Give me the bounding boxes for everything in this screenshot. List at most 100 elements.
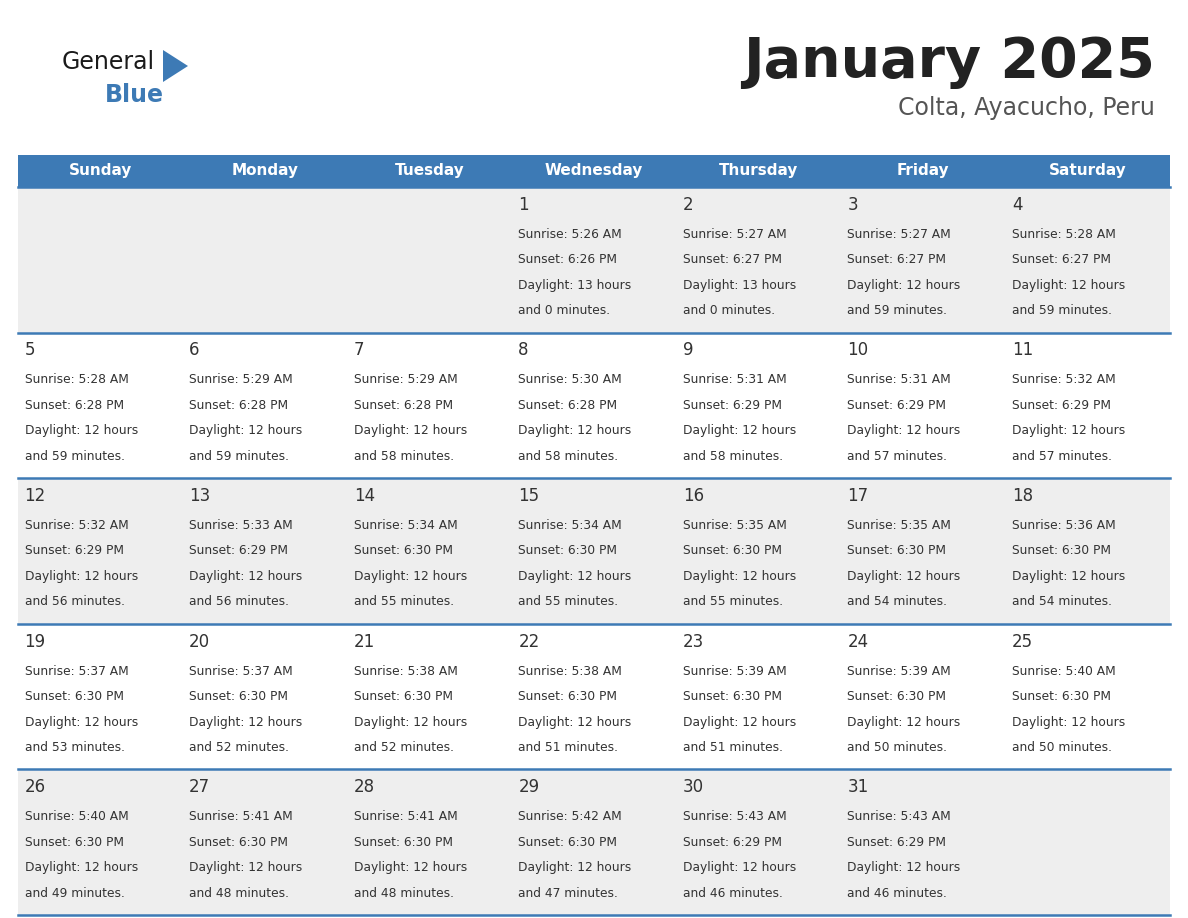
Bar — [841, 155, 1005, 187]
Text: 17: 17 — [847, 487, 868, 505]
Text: Sunrise: 5:29 AM: Sunrise: 5:29 AM — [354, 374, 457, 386]
Text: Sunrise: 5:30 AM: Sunrise: 5:30 AM — [518, 374, 623, 386]
Text: and 51 minutes.: and 51 minutes. — [683, 741, 783, 754]
Text: Sunset: 6:30 PM: Sunset: 6:30 PM — [847, 544, 947, 557]
Text: Sunset: 6:30 PM: Sunset: 6:30 PM — [683, 544, 782, 557]
Text: and 47 minutes.: and 47 minutes. — [518, 887, 618, 900]
Bar — [183, 155, 347, 187]
Text: Sunset: 6:30 PM: Sunset: 6:30 PM — [847, 690, 947, 703]
Bar — [18, 769, 1170, 915]
Text: Blue: Blue — [105, 83, 164, 107]
Text: Daylight: 12 hours: Daylight: 12 hours — [189, 861, 303, 874]
Text: Sunrise: 5:42 AM: Sunrise: 5:42 AM — [518, 811, 623, 823]
Text: and 59 minutes.: and 59 minutes. — [847, 304, 948, 318]
Bar — [18, 478, 1170, 624]
Text: 28: 28 — [354, 778, 375, 796]
Text: 26: 26 — [25, 778, 45, 796]
Text: 20: 20 — [189, 633, 210, 651]
Text: Sunrise: 5:34 AM: Sunrise: 5:34 AM — [354, 519, 457, 532]
Bar — [676, 155, 841, 187]
Text: Sunrise: 5:31 AM: Sunrise: 5:31 AM — [847, 374, 952, 386]
Text: Sunrise: 5:41 AM: Sunrise: 5:41 AM — [354, 811, 457, 823]
Text: Sunrise: 5:35 AM: Sunrise: 5:35 AM — [847, 519, 952, 532]
Text: and 54 minutes.: and 54 minutes. — [847, 596, 948, 609]
Text: 19: 19 — [25, 633, 45, 651]
Text: Sunset: 6:30 PM: Sunset: 6:30 PM — [189, 690, 289, 703]
Text: Sunset: 6:29 PM: Sunset: 6:29 PM — [189, 544, 289, 557]
Text: and 48 minutes.: and 48 minutes. — [354, 887, 454, 900]
Bar — [18, 332, 1170, 478]
Text: Sunrise: 5:37 AM: Sunrise: 5:37 AM — [189, 665, 293, 677]
Text: 16: 16 — [683, 487, 704, 505]
Text: Sunset: 6:29 PM: Sunset: 6:29 PM — [683, 398, 782, 412]
Text: 5: 5 — [25, 341, 36, 359]
Text: Daylight: 12 hours: Daylight: 12 hours — [1012, 424, 1125, 437]
Text: Sunset: 6:26 PM: Sunset: 6:26 PM — [518, 253, 618, 266]
Text: and 51 minutes.: and 51 minutes. — [518, 741, 618, 754]
Text: Sunrise: 5:26 AM: Sunrise: 5:26 AM — [518, 228, 623, 241]
Text: and 0 minutes.: and 0 minutes. — [518, 304, 611, 318]
Text: 6: 6 — [189, 341, 200, 359]
Text: Sunset: 6:30 PM: Sunset: 6:30 PM — [518, 690, 618, 703]
Text: Sunset: 6:29 PM: Sunset: 6:29 PM — [847, 835, 947, 848]
Text: Daylight: 12 hours: Daylight: 12 hours — [25, 861, 138, 874]
Text: 2: 2 — [683, 196, 694, 214]
Text: 30: 30 — [683, 778, 704, 796]
Text: Sunset: 6:29 PM: Sunset: 6:29 PM — [1012, 398, 1111, 412]
Text: Sunset: 6:29 PM: Sunset: 6:29 PM — [847, 398, 947, 412]
Text: Daylight: 12 hours: Daylight: 12 hours — [847, 570, 961, 583]
Text: Thursday: Thursday — [719, 163, 798, 178]
Text: Sunset: 6:30 PM: Sunset: 6:30 PM — [1012, 690, 1111, 703]
Text: Daylight: 12 hours: Daylight: 12 hours — [683, 715, 796, 729]
Text: Sunrise: 5:43 AM: Sunrise: 5:43 AM — [683, 811, 786, 823]
Text: Sunrise: 5:43 AM: Sunrise: 5:43 AM — [847, 811, 952, 823]
Text: Sunrise: 5:41 AM: Sunrise: 5:41 AM — [189, 811, 293, 823]
Text: Sunrise: 5:33 AM: Sunrise: 5:33 AM — [189, 519, 293, 532]
Text: and 0 minutes.: and 0 minutes. — [683, 304, 775, 318]
Text: and 46 minutes.: and 46 minutes. — [683, 887, 783, 900]
Bar — [1005, 155, 1170, 187]
Text: and 56 minutes.: and 56 minutes. — [25, 596, 125, 609]
Text: 31: 31 — [847, 778, 868, 796]
Text: Sunset: 6:29 PM: Sunset: 6:29 PM — [683, 835, 782, 848]
Text: Daylight: 12 hours: Daylight: 12 hours — [354, 424, 467, 437]
Text: 7: 7 — [354, 341, 365, 359]
Text: Daylight: 12 hours: Daylight: 12 hours — [189, 570, 303, 583]
Text: Sunrise: 5:38 AM: Sunrise: 5:38 AM — [518, 665, 623, 677]
Text: 3: 3 — [847, 196, 858, 214]
Text: 29: 29 — [518, 778, 539, 796]
Text: Daylight: 12 hours: Daylight: 12 hours — [189, 424, 303, 437]
Text: Sunset: 6:30 PM: Sunset: 6:30 PM — [354, 690, 453, 703]
Text: Sunset: 6:28 PM: Sunset: 6:28 PM — [518, 398, 618, 412]
Text: and 55 minutes.: and 55 minutes. — [518, 596, 619, 609]
Text: 27: 27 — [189, 778, 210, 796]
Text: Daylight: 12 hours: Daylight: 12 hours — [189, 715, 303, 729]
Text: Daylight: 12 hours: Daylight: 12 hours — [683, 861, 796, 874]
Text: and 55 minutes.: and 55 minutes. — [354, 596, 454, 609]
Text: Sunrise: 5:29 AM: Sunrise: 5:29 AM — [189, 374, 293, 386]
Text: Daylight: 12 hours: Daylight: 12 hours — [847, 424, 961, 437]
Text: Daylight: 12 hours: Daylight: 12 hours — [518, 570, 632, 583]
Text: 25: 25 — [1012, 633, 1034, 651]
Text: and 52 minutes.: and 52 minutes. — [189, 741, 289, 754]
Text: Daylight: 12 hours: Daylight: 12 hours — [518, 424, 632, 437]
Text: Sunrise: 5:40 AM: Sunrise: 5:40 AM — [1012, 665, 1116, 677]
Text: 1: 1 — [518, 196, 529, 214]
Text: Sunset: 6:28 PM: Sunset: 6:28 PM — [189, 398, 289, 412]
Text: Sunset: 6:30 PM: Sunset: 6:30 PM — [683, 690, 782, 703]
Text: and 50 minutes.: and 50 minutes. — [847, 741, 948, 754]
Text: and 59 minutes.: and 59 minutes. — [189, 450, 289, 463]
Text: and 50 minutes.: and 50 minutes. — [1012, 741, 1112, 754]
Text: and 58 minutes.: and 58 minutes. — [354, 450, 454, 463]
Text: Sunset: 6:30 PM: Sunset: 6:30 PM — [25, 690, 124, 703]
Text: Daylight: 12 hours: Daylight: 12 hours — [354, 861, 467, 874]
Text: Sunset: 6:30 PM: Sunset: 6:30 PM — [354, 544, 453, 557]
Text: 12: 12 — [25, 487, 46, 505]
Polygon shape — [163, 50, 188, 82]
Text: Daylight: 12 hours: Daylight: 12 hours — [25, 570, 138, 583]
Text: Sunset: 6:27 PM: Sunset: 6:27 PM — [847, 253, 947, 266]
Text: Daylight: 12 hours: Daylight: 12 hours — [1012, 570, 1125, 583]
Text: January 2025: January 2025 — [744, 35, 1155, 89]
Text: and 46 minutes.: and 46 minutes. — [847, 887, 947, 900]
Text: Sunset: 6:27 PM: Sunset: 6:27 PM — [683, 253, 782, 266]
